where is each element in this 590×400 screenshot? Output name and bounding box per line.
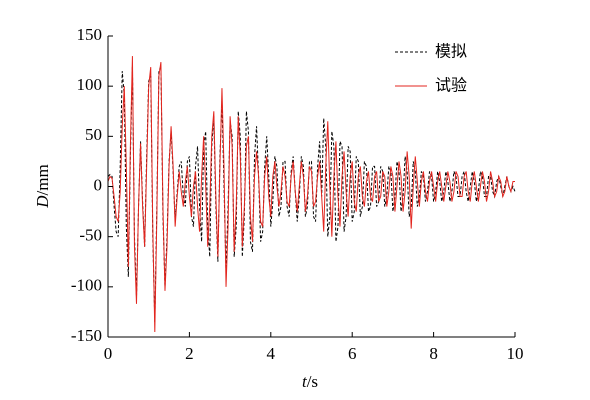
x-tick-label: 10	[507, 344, 524, 363]
data-line	[107, 56, 515, 332]
y-tick-label: 150	[77, 25, 103, 44]
y-tick-label: -50	[79, 226, 102, 245]
y-tick-label: 0	[94, 175, 103, 194]
x-tick-label: 4	[267, 344, 276, 363]
legend-label: 模拟	[435, 42, 467, 61]
y-tick-label: 50	[85, 125, 102, 144]
y-tick-label: -100	[71, 276, 102, 295]
x-tick-label: 6	[348, 344, 357, 363]
y-tick-label: -150	[71, 326, 102, 345]
x-tick-label: 8	[429, 344, 438, 363]
y-axis-label: D/mm	[33, 164, 52, 208]
x-tick-label: 0	[104, 344, 113, 363]
legend-label: 试验	[435, 76, 467, 95]
y-tick-label: 100	[77, 75, 103, 94]
x-axis-label: t/s	[302, 372, 318, 391]
x-tick-label: 2	[185, 344, 194, 363]
